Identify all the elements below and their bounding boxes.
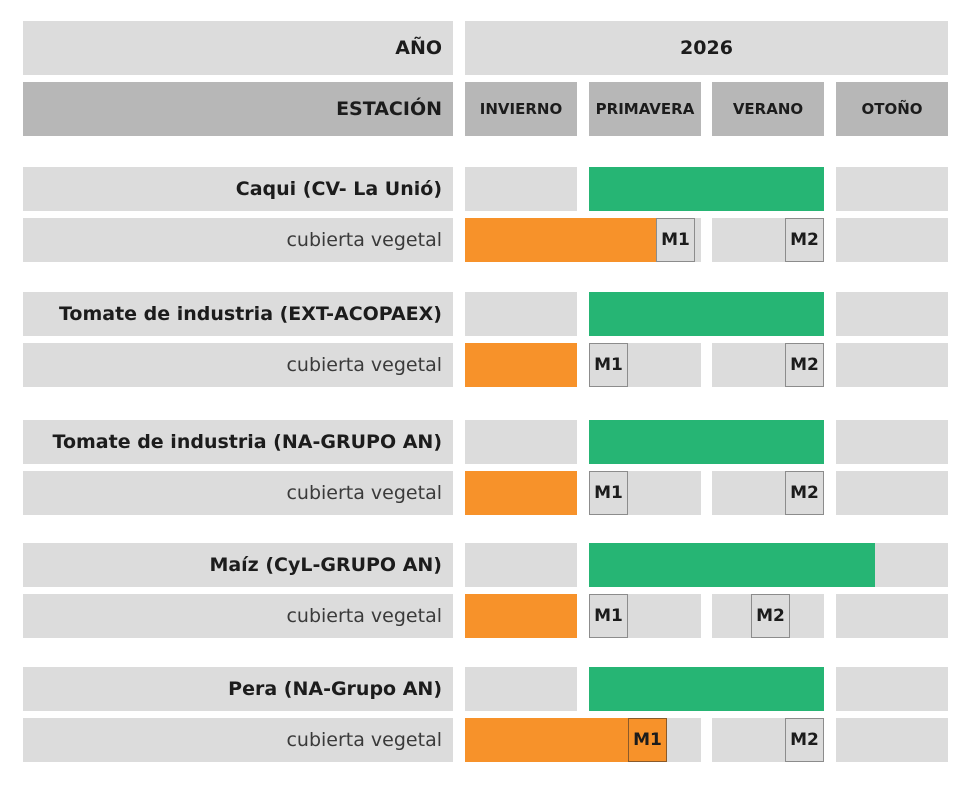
crop-row-label: Maíz (CyL-GRUPO AN) [23,543,453,587]
crop-row-label: Pera (NA-Grupo AN) [23,667,453,711]
cover-crop-label: cubierta vegetal [23,218,453,262]
season-cell [836,218,948,262]
sampling-marker-m1: M1 [628,718,667,762]
season-cell [465,420,577,464]
season-header-label: ESTACIÓN [23,82,453,136]
sampling-marker-m1: M1 [656,218,695,262]
season-header-4: OTOÑO [836,82,948,136]
cover-crop-label: cubierta vegetal [23,343,453,387]
sampling-marker-m2: M2 [785,471,824,515]
season-cell [836,167,948,211]
season-cell [836,471,948,515]
sampling-marker-m1: M1 [589,343,628,387]
crop-row-label: Caqui (CV- La Unió) [23,167,453,211]
season-cell [836,343,948,387]
sampling-marker-m1: M1 [589,594,628,638]
sampling-marker-m2: M2 [785,343,824,387]
cover-crop-label: cubierta vegetal [23,471,453,515]
cover-crop-bar [465,343,577,387]
cover-crop-label: cubierta vegetal [23,718,453,762]
crop-cycle-bar [589,667,824,711]
sampling-marker-m1: M1 [589,471,628,515]
season-cell [836,594,948,638]
season-header-2: PRIMAVERA [589,82,701,136]
season-cell [836,667,948,711]
crop-row-label: Tomate de industria (EXT-ACOPAEX) [23,292,453,336]
crop-cycle-bar [589,292,824,336]
season-cell [465,667,577,711]
season-cell [836,420,948,464]
cover-crop-label: cubierta vegetal [23,594,453,638]
season-cell [465,292,577,336]
crop-cycle-bar [589,167,824,211]
crop-cycle-bar [589,543,876,587]
cover-crop-bar [465,471,577,515]
cover-crop-bar [465,218,657,262]
season-header-3: VERANO [712,82,824,136]
cover-crop-bar [465,718,629,762]
year-value: 2026 [465,21,948,75]
crop-row-label: Tomate de industria (NA-GRUPO AN) [23,420,453,464]
season-cell [836,292,948,336]
season-cell [465,543,577,587]
sampling-marker-m2: M2 [751,594,790,638]
season-cell [836,718,948,762]
season-header-1: INVIERNO [465,82,577,136]
season-cell [465,167,577,211]
sampling-marker-m2: M2 [785,718,824,762]
crop-cycle-bar [589,420,824,464]
cover-crop-bar [465,594,577,638]
sampling-marker-m2: M2 [785,218,824,262]
year-header-label: AÑO [23,21,453,75]
